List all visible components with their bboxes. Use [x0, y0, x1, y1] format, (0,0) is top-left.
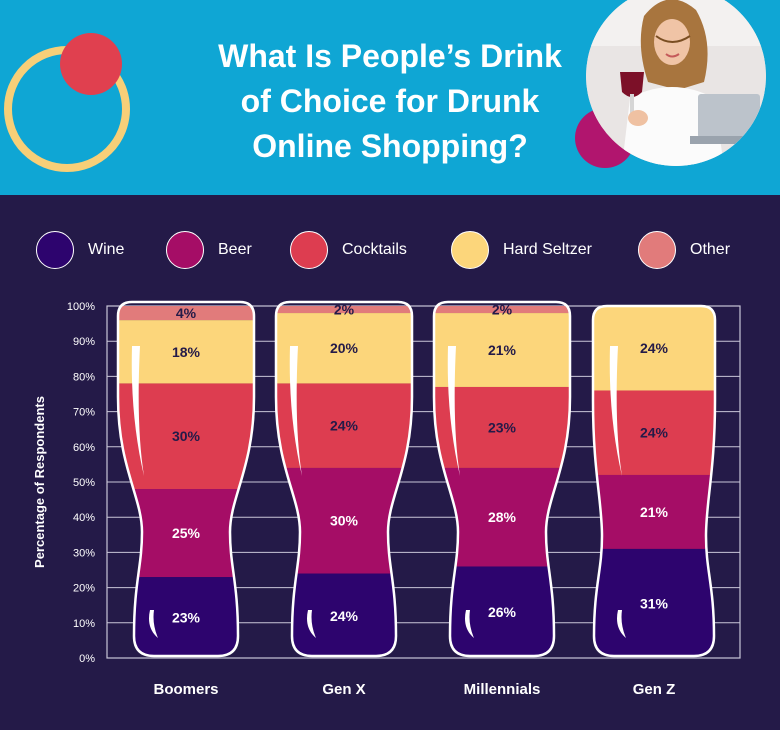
legend-label: Hard Seltzer [503, 241, 592, 258]
y-tick-label: 70% [73, 407, 95, 419]
bar-segment-wine [276, 573, 412, 656]
bar-segment-cocktails [118, 383, 254, 490]
glass-highlight [149, 610, 158, 638]
legend-item-cocktails: Cocktails [290, 228, 407, 272]
glass-gen-z [591, 304, 717, 658]
category-label: Gen X [322, 681, 365, 698]
stacked-bar-chart: 0% 10% 20% 30% 40% 50% 60% 70% 80% 90% 100% Percent… [32, 300, 741, 698]
glass-outline [274, 300, 414, 658]
bar-segment-other [118, 306, 254, 321]
bar-segment-wine [118, 577, 254, 656]
header-banner: What Is People’s Drink of Choice for Dru… [0, 0, 780, 195]
legend: Wine Beer Cocktails Hard Seltzer Other [0, 228, 780, 272]
data-label: 24% [330, 418, 359, 434]
glass-highlight [447, 346, 460, 476]
title-line: What Is People’s Drink [218, 38, 562, 74]
glass-outline [432, 300, 572, 658]
legend-label: Cocktails [342, 241, 407, 258]
glass-gen-x [274, 300, 414, 658]
glass-highlight [289, 346, 302, 476]
y-tick-label: 20% [73, 583, 95, 595]
y-tick-label: 80% [73, 371, 95, 383]
data-label: 24% [330, 608, 359, 624]
category-label: Millennials [464, 681, 541, 698]
y-tick-label: 90% [73, 336, 95, 348]
bar-segment-hard-seltzer [434, 313, 570, 387]
photo-illustration [586, 0, 766, 166]
glass-segments [593, 306, 715, 656]
legend-item-wine: Wine [36, 228, 124, 272]
legend-swatch [36, 231, 74, 269]
glass-outline [591, 304, 717, 658]
data-label: 21% [488, 342, 517, 358]
data-label: 24% [640, 340, 669, 356]
data-label: 24% [640, 425, 669, 441]
data-label: 30% [330, 513, 359, 529]
y-tick-label: 0% [79, 653, 95, 665]
glass-millennials [432, 300, 572, 658]
data-label: 28% [488, 509, 517, 525]
bar-segment-other [434, 306, 570, 314]
y-tick-label: 10% [73, 618, 95, 630]
legend-swatch [166, 231, 204, 269]
legend-swatch [451, 231, 489, 269]
category-label: Boomers [153, 681, 218, 698]
y-tick-label: 50% [73, 477, 95, 489]
data-label: 4% [176, 305, 197, 321]
legend-swatch [290, 231, 328, 269]
title-line: of Choice for Drunk [240, 83, 540, 119]
chart-title: What Is People’s Drink of Choice for Dru… [170, 34, 610, 169]
bar-segment-hard-seltzer [118, 320, 254, 384]
data-label: 2% [492, 302, 513, 318]
bar-segment-hard-seltzer [276, 313, 412, 384]
data-label: 31% [640, 595, 669, 611]
data-label: 23% [488, 419, 517, 435]
y-tick-label: 100% [67, 301, 95, 313]
glass-highlight [609, 346, 622, 476]
data-label: 26% [488, 604, 517, 620]
bar-segment-wine [434, 566, 570, 656]
legend-label: Other [690, 241, 731, 258]
legend-item-hard-seltzer: Hard Seltzer [451, 228, 592, 272]
legend-label: Beer [218, 241, 252, 258]
glass-highlight [465, 610, 474, 638]
legend-item-other: Other [638, 228, 730, 272]
data-label: 18% [172, 344, 201, 360]
y-axis-title: Percentage of Respondents [32, 396, 47, 568]
bar-segment-beer [593, 474, 715, 549]
glass-outline [116, 300, 256, 658]
legend-item-beer: Beer [166, 228, 252, 272]
data-label: 25% [172, 525, 201, 541]
title-line: Online Shopping? [252, 128, 528, 164]
legend-swatch [638, 231, 676, 269]
y-tick-label: 30% [73, 547, 95, 559]
bar-segment-wine [593, 548, 715, 656]
glass-highlight [131, 346, 144, 476]
bar-segment-other [276, 306, 412, 314]
data-label: 30% [172, 428, 201, 444]
legend-label: Wine [88, 241, 125, 258]
y-tick-label: 60% [73, 442, 95, 454]
data-label: 20% [330, 340, 359, 356]
data-label: 2% [334, 302, 355, 318]
decorative-dot [60, 33, 122, 95]
y-tick-label: 40% [73, 512, 95, 524]
data-label: 23% [172, 610, 201, 626]
glass-highlight [307, 610, 316, 638]
data-label: 21% [640, 504, 669, 520]
woman-with-wine-photo [586, 0, 766, 166]
category-label: Gen Z [633, 681, 676, 698]
glass-highlight [617, 610, 626, 638]
